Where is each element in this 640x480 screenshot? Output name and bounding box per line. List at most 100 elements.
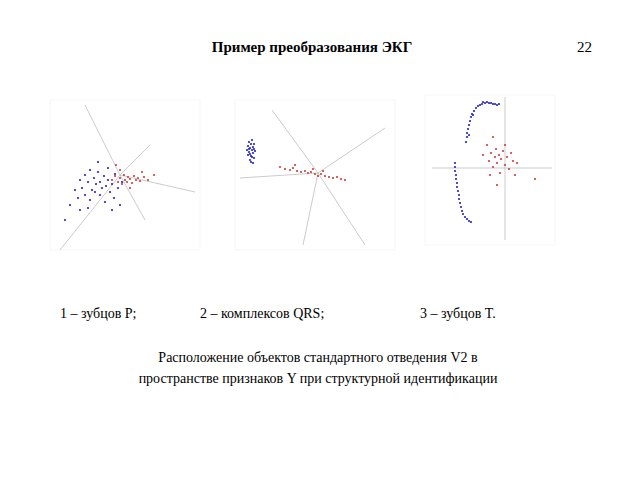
- plot-frame: [235, 100, 395, 250]
- chart: [425, 95, 555, 245]
- point: [471, 113, 473, 115]
- point: [332, 177, 334, 179]
- point: [103, 175, 105, 177]
- point: [490, 152, 492, 154]
- point: [460, 206, 462, 208]
- point: [499, 172, 501, 174]
- point: [496, 162, 498, 164]
- point: [69, 204, 71, 206]
- point: [252, 162, 254, 164]
- point: [289, 169, 291, 171]
- point: [477, 105, 479, 107]
- point: [475, 107, 477, 109]
- point: [129, 178, 131, 180]
- point: [455, 174, 457, 176]
- point: [492, 103, 494, 105]
- chart: [50, 100, 200, 250]
- point: [248, 151, 250, 153]
- point: [248, 141, 250, 143]
- point: [251, 139, 253, 141]
- slide-title: Пример преобразования ЭКГ: [212, 39, 413, 55]
- projected-axis: [505, 97, 506, 240]
- point: [97, 171, 99, 173]
- chart-title: 2 – комплексов QRS;: [200, 306, 324, 321]
- point: [495, 148, 497, 150]
- point: [91, 189, 93, 191]
- point: [479, 104, 481, 106]
- point: [251, 149, 253, 151]
- point: [468, 134, 470, 136]
- point: [247, 145, 249, 147]
- point: [254, 150, 256, 152]
- point: [74, 189, 76, 191]
- point: [320, 173, 322, 175]
- point: [489, 174, 491, 176]
- point: [468, 220, 470, 222]
- point: [488, 160, 490, 162]
- chart-title: 1 – зубцов P;: [60, 306, 136, 321]
- point: [247, 154, 249, 156]
- point: [141, 171, 143, 173]
- point: [101, 187, 103, 189]
- point: [119, 177, 121, 179]
- point: [488, 102, 490, 104]
- point: [99, 194, 101, 196]
- point: [465, 141, 467, 143]
- point: [153, 174, 155, 176]
- point: [504, 144, 506, 146]
- point: [467, 128, 469, 130]
- page-number: 22: [577, 39, 592, 55]
- point: [111, 183, 113, 185]
- point: [462, 213, 464, 215]
- point: [490, 102, 492, 104]
- point: [304, 170, 306, 172]
- point: [492, 136, 494, 138]
- point: [494, 103, 496, 105]
- point: [461, 210, 463, 212]
- projected-axis: [432, 168, 552, 169]
- point: [121, 181, 123, 183]
- point: [97, 161, 99, 163]
- point: [466, 218, 468, 220]
- point: [314, 173, 316, 175]
- point: [482, 101, 484, 103]
- point: [344, 179, 346, 181]
- projected-axis: [60, 175, 120, 250]
- point: [252, 152, 254, 154]
- point: [458, 198, 460, 200]
- point: [336, 176, 338, 178]
- point: [113, 197, 115, 199]
- point: [249, 153, 251, 155]
- point: [510, 152, 512, 154]
- projected-axis: [303, 173, 318, 245]
- point: [129, 187, 131, 189]
- point: [81, 187, 83, 189]
- point: [464, 216, 466, 218]
- point: [300, 171, 302, 173]
- point: [131, 182, 133, 184]
- point: [117, 181, 119, 183]
- point: [496, 104, 498, 106]
- point: [89, 199, 91, 201]
- point: [500, 158, 502, 160]
- point: [508, 168, 510, 170]
- point: [246, 149, 248, 151]
- point: [486, 101, 488, 103]
- projected-axis: [85, 105, 120, 175]
- point: [84, 174, 86, 176]
- projected-axis: [272, 110, 318, 173]
- point: [466, 132, 468, 134]
- plot-frame: [425, 95, 555, 245]
- point: [459, 202, 461, 204]
- point: [455, 178, 457, 180]
- point: [99, 181, 101, 183]
- point: [504, 164, 506, 166]
- point: [469, 120, 471, 122]
- point: [473, 110, 475, 112]
- point: [105, 185, 107, 187]
- point: [466, 136, 468, 138]
- point: [470, 116, 472, 118]
- point: [250, 161, 252, 163]
- point: [253, 157, 255, 159]
- point: [498, 154, 500, 156]
